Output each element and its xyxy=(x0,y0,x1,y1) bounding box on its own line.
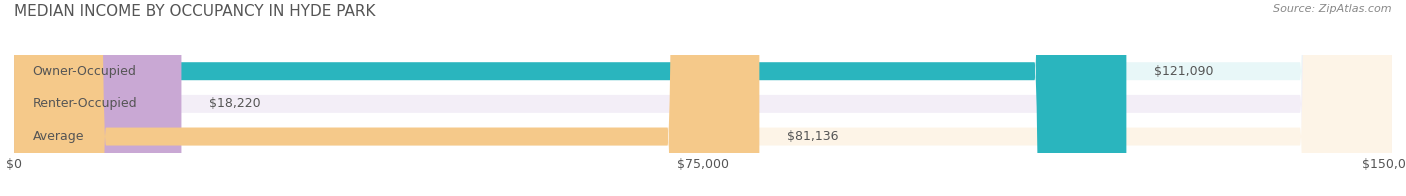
FancyBboxPatch shape xyxy=(14,0,1126,196)
Text: Average: Average xyxy=(32,130,84,143)
FancyBboxPatch shape xyxy=(14,0,759,196)
Text: MEDIAN INCOME BY OCCUPANCY IN HYDE PARK: MEDIAN INCOME BY OCCUPANCY IN HYDE PARK xyxy=(14,4,375,19)
Text: Owner-Occupied: Owner-Occupied xyxy=(32,65,136,78)
FancyBboxPatch shape xyxy=(14,0,181,196)
Text: $18,220: $18,220 xyxy=(209,97,260,110)
Text: $121,090: $121,090 xyxy=(1154,65,1213,78)
FancyBboxPatch shape xyxy=(14,0,1392,196)
FancyBboxPatch shape xyxy=(14,0,1392,196)
FancyBboxPatch shape xyxy=(14,0,1392,196)
Text: Renter-Occupied: Renter-Occupied xyxy=(32,97,136,110)
Text: Source: ZipAtlas.com: Source: ZipAtlas.com xyxy=(1274,4,1392,14)
Text: $81,136: $81,136 xyxy=(787,130,838,143)
